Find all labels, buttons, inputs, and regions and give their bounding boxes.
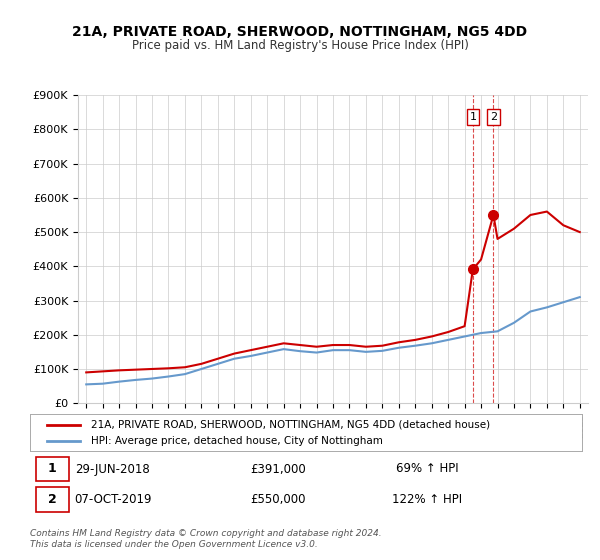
Text: HPI: Average price, detached house, City of Nottingham: HPI: Average price, detached house, City… — [91, 436, 383, 446]
Text: 122% ↑ HPI: 122% ↑ HPI — [392, 493, 463, 506]
Text: 21A, PRIVATE ROAD, SHERWOOD, NOTTINGHAM, NG5 4DD: 21A, PRIVATE ROAD, SHERWOOD, NOTTINGHAM,… — [73, 25, 527, 39]
Text: 1: 1 — [469, 112, 476, 122]
Text: 69% ↑ HPI: 69% ↑ HPI — [396, 463, 459, 475]
Text: Price paid vs. HM Land Registry's House Price Index (HPI): Price paid vs. HM Land Registry's House … — [131, 39, 469, 52]
Text: £550,000: £550,000 — [251, 493, 306, 506]
Text: 2: 2 — [48, 493, 56, 506]
Text: 2: 2 — [490, 112, 497, 122]
Text: Contains HM Land Registry data © Crown copyright and database right 2024.
This d: Contains HM Land Registry data © Crown c… — [30, 529, 382, 549]
Text: 29-JUN-2018: 29-JUN-2018 — [76, 463, 150, 475]
Text: 21A, PRIVATE ROAD, SHERWOOD, NOTTINGHAM, NG5 4DD (detached house): 21A, PRIVATE ROAD, SHERWOOD, NOTTINGHAM,… — [91, 419, 490, 430]
Text: £391,000: £391,000 — [251, 463, 306, 475]
Text: 07-OCT-2019: 07-OCT-2019 — [74, 493, 152, 506]
FancyBboxPatch shape — [35, 487, 68, 512]
FancyBboxPatch shape — [35, 457, 68, 481]
Text: 1: 1 — [48, 463, 56, 475]
